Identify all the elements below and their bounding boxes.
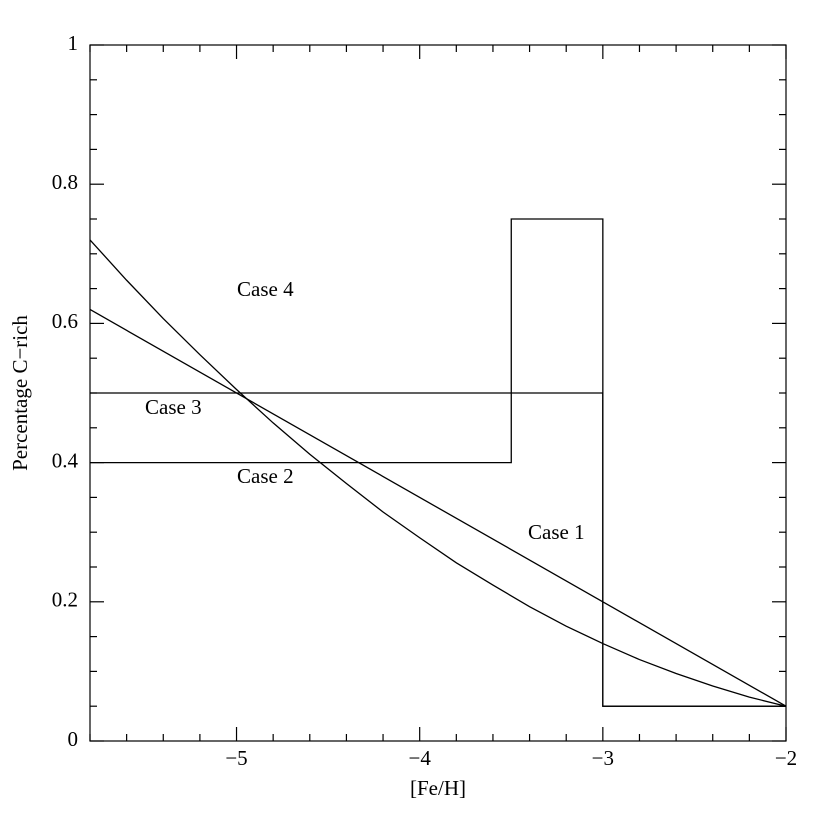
x-tick-label: −3 [592, 746, 614, 770]
series-label: Case 1 [528, 520, 585, 544]
series-label: Case 3 [145, 395, 202, 419]
y-tick-label: 0.6 [52, 309, 78, 333]
y-tick-label: 1 [68, 31, 79, 55]
x-axis-label: [Fe/H] [410, 776, 466, 800]
y-tick-label: 0.2 [52, 588, 78, 612]
series-line [89, 308, 787, 707]
y-axis-label: Percentage C−rich [8, 315, 32, 471]
y-tick-label: 0.4 [52, 448, 79, 472]
series-line [90, 392, 786, 707]
series-label: Case 4 [237, 277, 294, 301]
x-tick-label: −2 [775, 746, 797, 770]
series-line [89, 239, 787, 707]
y-tick-label: 0.8 [52, 170, 78, 194]
series-line [90, 218, 786, 707]
series-label: Case 2 [237, 464, 294, 488]
y-tick-label: 0 [68, 727, 79, 751]
x-tick-label: −5 [225, 746, 247, 770]
x-tick-label: −4 [409, 746, 432, 770]
